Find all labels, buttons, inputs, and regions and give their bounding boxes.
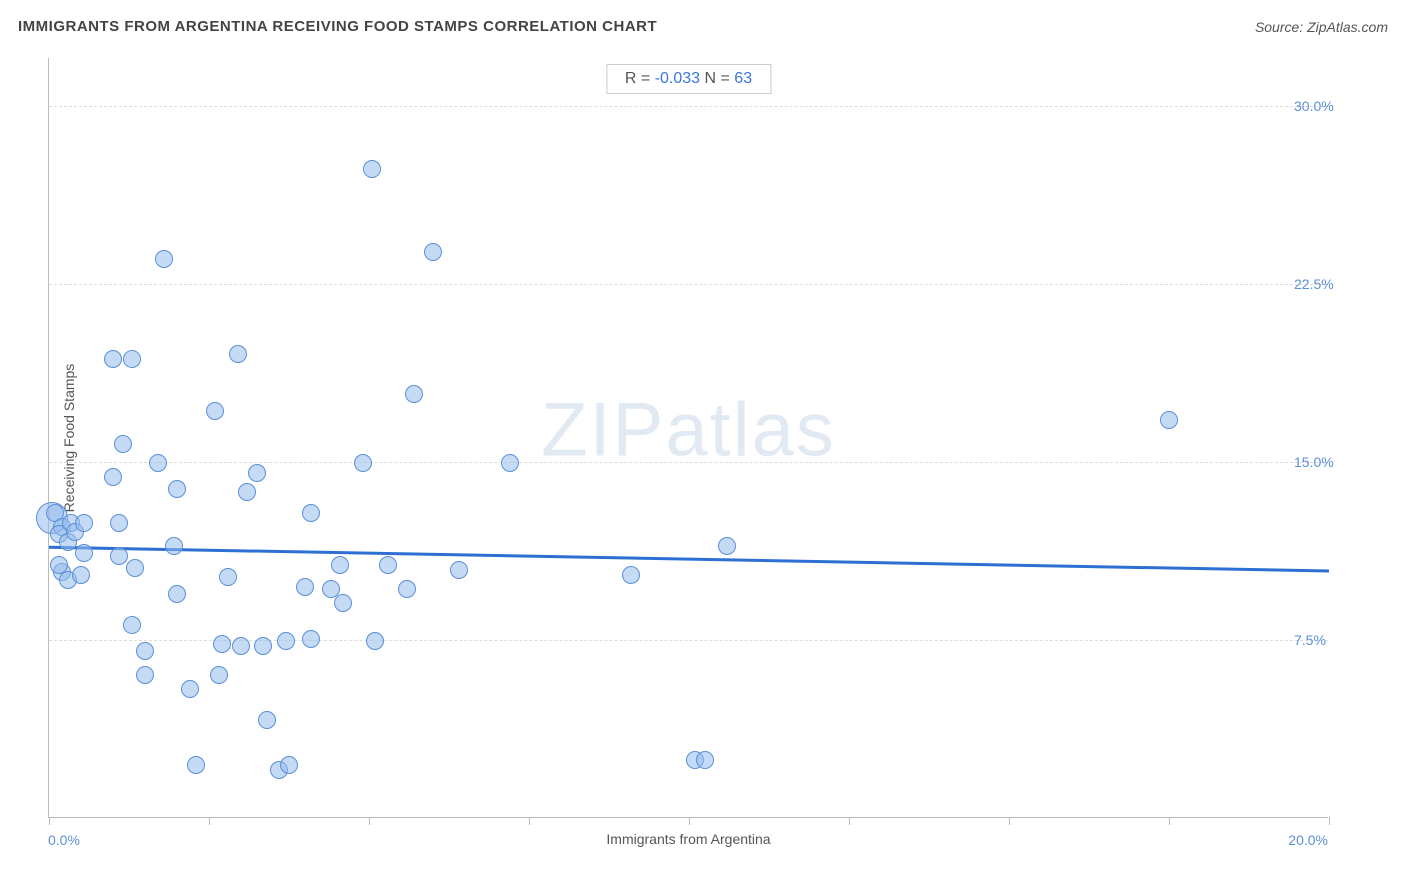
x-tick [689, 817, 690, 825]
scatter-point [258, 711, 276, 729]
scatter-point [75, 514, 93, 532]
scatter-point [354, 454, 372, 472]
scatter-point [155, 250, 173, 268]
stats-box: R = -0.033 N = 63 [606, 64, 771, 94]
scatter-point [110, 514, 128, 532]
scatter-point [213, 635, 231, 653]
y-axis-label: Receiving Food Stamps [61, 363, 77, 512]
x-tick [1169, 817, 1170, 825]
scatter-point [280, 756, 298, 774]
scatter-point [254, 637, 272, 655]
scatter-point [1160, 411, 1178, 429]
scatter-point [136, 642, 154, 660]
scatter-point [75, 544, 93, 562]
scatter-point [277, 632, 295, 650]
scatter-point [718, 537, 736, 555]
scatter-point [501, 454, 519, 472]
scatter-point [149, 454, 167, 472]
y-tick-label: 30.0% [1294, 98, 1334, 114]
scatter-point [398, 580, 416, 598]
scatter-point [104, 350, 122, 368]
source-label: Source: ZipAtlas.com [1255, 19, 1388, 35]
scatter-point [296, 578, 314, 596]
scatter-point [165, 537, 183, 555]
scatter-point [72, 566, 90, 584]
scatter-point [622, 566, 640, 584]
x-tick [369, 817, 370, 825]
scatter-point [331, 556, 349, 574]
scatter-point [379, 556, 397, 574]
chart-title: IMMIGRANTS FROM ARGENTINA RECEIVING FOOD… [18, 18, 657, 35]
scatter-point [334, 594, 352, 612]
scatter-point [696, 751, 714, 769]
scatter-point [302, 630, 320, 648]
scatter-point [50, 556, 68, 574]
scatter-point [168, 480, 186, 498]
scatter-point [187, 756, 205, 774]
scatter-point [114, 435, 132, 453]
scatter-point [210, 666, 228, 684]
y-tick-label: 15.0% [1294, 454, 1334, 470]
x-tick-label: 20.0% [1278, 832, 1328, 848]
y-tick-label: 7.5% [1294, 632, 1326, 648]
plot-area: ZIPatlas R = -0.033 N = 63 Receiving Foo… [48, 58, 1328, 818]
x-tick [529, 817, 530, 825]
scatter-point [181, 680, 199, 698]
scatter-point [450, 561, 468, 579]
scatter-point [229, 345, 247, 363]
x-tick [209, 817, 210, 825]
gridline [49, 106, 1328, 107]
x-tick [849, 817, 850, 825]
x-tick [49, 817, 50, 825]
scatter-point [110, 547, 128, 565]
scatter-point [123, 616, 141, 634]
scatter-point [232, 637, 250, 655]
gridline [49, 284, 1328, 285]
x-axis-label: Immigrants from Argentina [606, 831, 770, 847]
watermark: ZIPatlas [541, 386, 836, 473]
scatter-point [366, 632, 384, 650]
scatter-point [248, 464, 266, 482]
scatter-point [168, 585, 186, 603]
x-tick [1009, 817, 1010, 825]
scatter-point [363, 160, 381, 178]
scatter-point [206, 402, 224, 420]
scatter-point [424, 243, 442, 261]
gridline [49, 462, 1328, 463]
trend-line [49, 58, 1328, 818]
scatter-point [126, 559, 144, 577]
scatter-point [136, 666, 154, 684]
scatter-point [238, 483, 256, 501]
scatter-point [405, 385, 423, 403]
y-tick-label: 22.5% [1294, 276, 1334, 292]
scatter-point [219, 568, 237, 586]
scatter-point [302, 504, 320, 522]
scatter-point [104, 468, 122, 486]
x-tick-label: 0.0% [48, 832, 80, 848]
scatter-point [123, 350, 141, 368]
x-tick [1329, 817, 1330, 825]
